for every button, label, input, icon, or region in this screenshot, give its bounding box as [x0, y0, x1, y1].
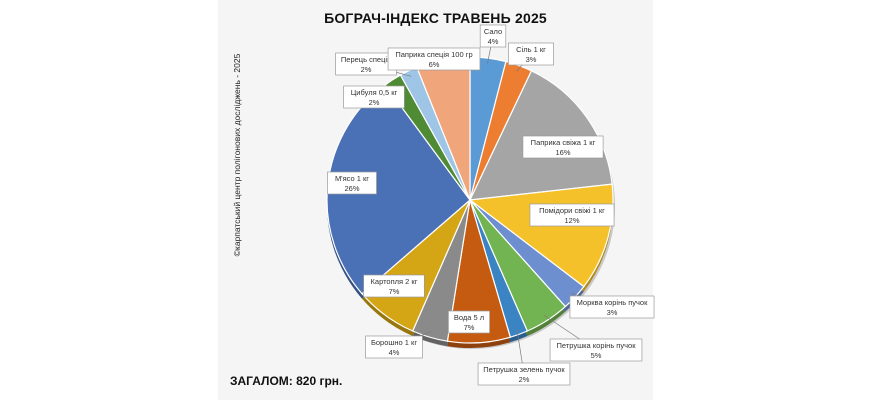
callout-box — [365, 335, 423, 359]
slice-value-label: 7% — [389, 287, 400, 296]
slice-value-label: 4% — [488, 37, 499, 46]
pie-slice-3 — [468, 70, 613, 201]
slice-label: Сіль 1 кг — [516, 45, 546, 54]
slice-label: Борошно 1 кг — [371, 338, 417, 347]
slice-callout-10: Картопля 2 кг7% — [363, 274, 425, 298]
slice-label: Вода 5 л — [454, 313, 484, 322]
slice-value-label: 2% — [369, 98, 380, 107]
callout-box — [477, 362, 571, 386]
slice-value-label: 16% — [555, 148, 570, 157]
callout-box — [387, 47, 481, 71]
callout-box — [479, 24, 507, 48]
total-label: ЗАГАЛОМ: 820 грн. — [230, 374, 343, 388]
slice-label: Паприка спеція 100 гр — [395, 50, 472, 59]
slice-label: Цибуля 0,5 кг — [351, 88, 398, 97]
callout-box — [448, 310, 490, 334]
slice-value-label: 7% — [464, 323, 475, 332]
slice-callout-2: Сіль 1 кг3% — [508, 42, 554, 72]
slice-value-label: 3% — [526, 55, 537, 64]
slice-label: М'ясо 1 кг — [335, 174, 369, 183]
slice-label: Петрушка корінь пучок — [557, 341, 637, 350]
callout-box — [343, 85, 405, 109]
chart-title: БОГРАЧ-ІНДЕКС ТРАВЕНЬ 2025 — [324, 10, 547, 26]
slice-callout-8: Вода 5 л7% — [448, 310, 490, 334]
slice-value-label: 3% — [607, 308, 618, 317]
callout-box — [569, 295, 655, 319]
slice-value-label: 2% — [519, 375, 530, 384]
slice-value-label: 6% — [429, 60, 440, 69]
slice-value-label: 5% — [591, 351, 602, 360]
slice-callout-9: Борошно 1 кг4% — [365, 331, 432, 359]
slice-callout-14: Паприка спеція 100 гр6% — [387, 47, 481, 71]
slice-label: Паприка свіжа 1 кг — [531, 138, 596, 147]
slice-value-label: 26% — [344, 184, 359, 193]
slice-label: Помідори свіжі 1 кг — [539, 206, 605, 215]
callout-box — [529, 203, 615, 227]
slice-label: Перець спеція — [341, 55, 391, 64]
callout-box — [549, 338, 643, 362]
slice-value-label: 2% — [361, 65, 372, 74]
slice-callout-12: Цибуля 0,5 кг2% — [343, 85, 405, 109]
slice-value-label: 4% — [389, 348, 400, 357]
callout-box — [327, 171, 377, 195]
slice-label: Морква корінь пучок — [577, 298, 649, 307]
slice-label: Петрушка зелень пучок — [483, 365, 565, 374]
slice-label: Картопля 2 кг — [371, 277, 418, 286]
slice-label: Сало — [484, 27, 502, 36]
callout-box — [363, 274, 425, 298]
callout-box — [508, 42, 554, 66]
callout-box — [522, 135, 604, 159]
slice-value-label: 12% — [564, 216, 579, 225]
